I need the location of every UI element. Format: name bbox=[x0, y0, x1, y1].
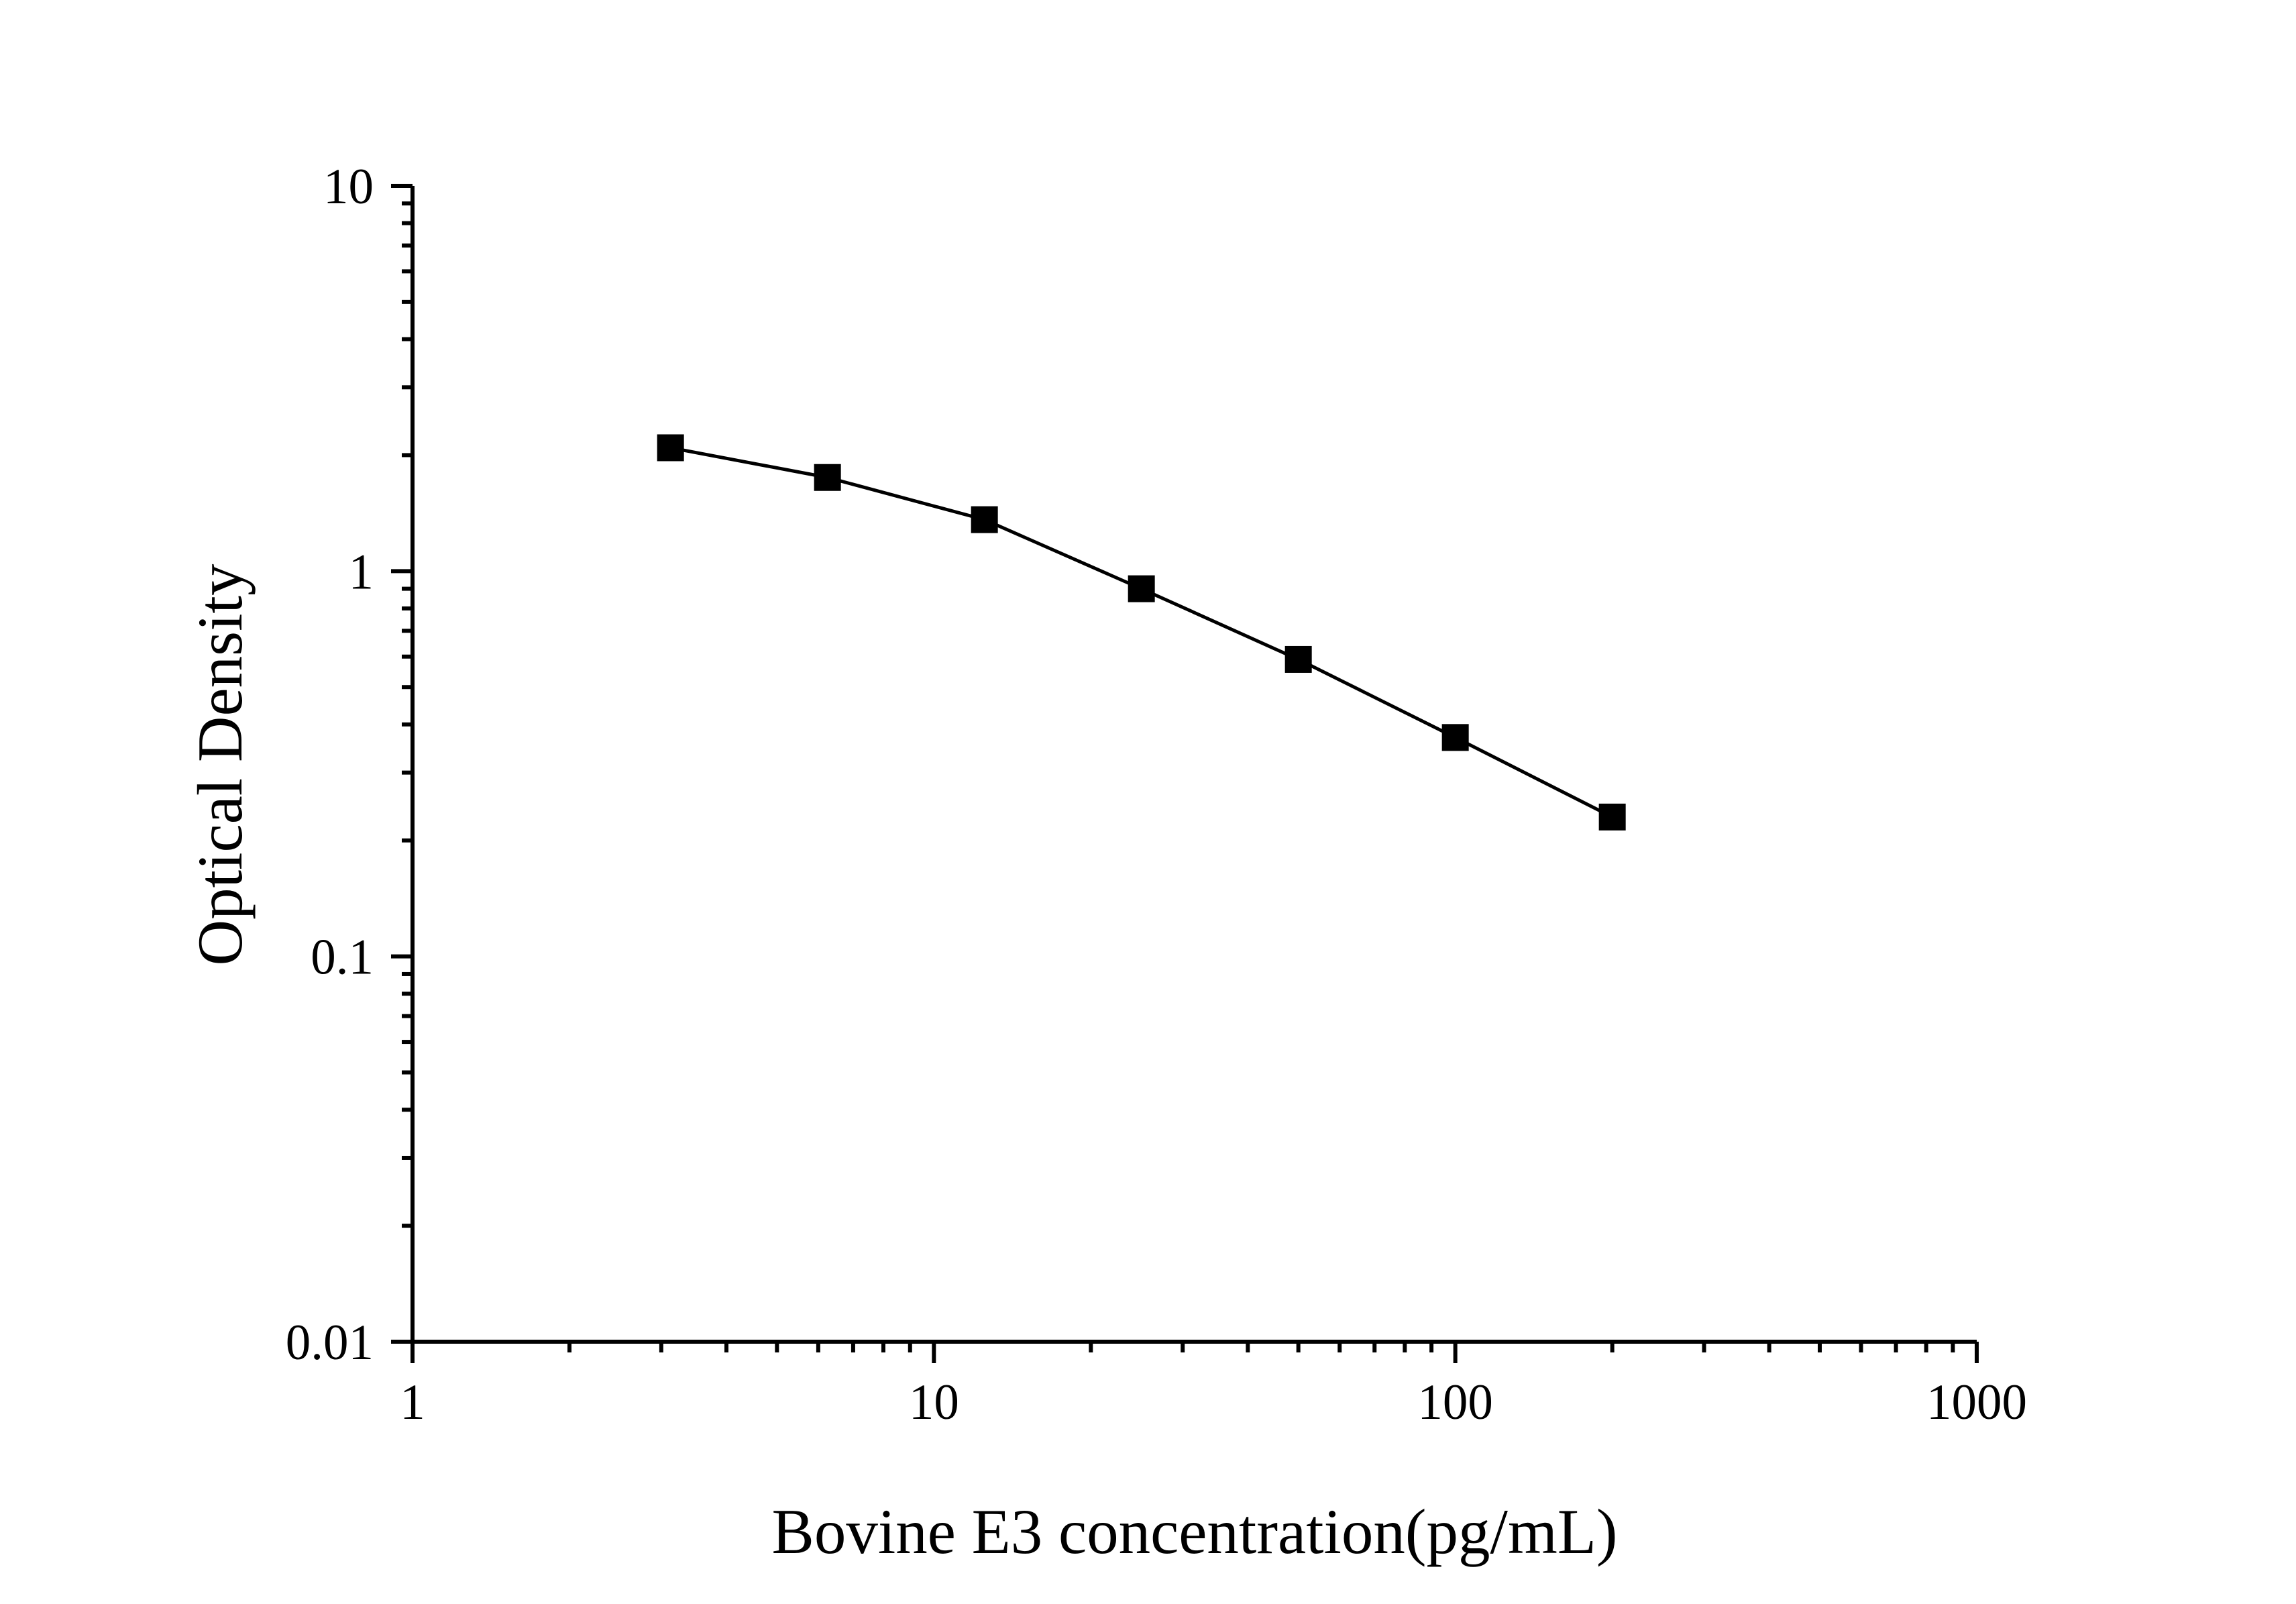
data-point-marker-50 bbox=[1284, 645, 1312, 673]
y-axis-title: Optical Density bbox=[184, 564, 256, 965]
data-point-marker-6.25 bbox=[814, 464, 841, 491]
data-point-marker-12.5 bbox=[971, 506, 998, 533]
y-tick-label-0.1: 0.1 bbox=[311, 930, 374, 985]
data-point-marker-25 bbox=[1128, 575, 1155, 602]
y-tick-label-1: 1 bbox=[349, 544, 374, 600]
x-tick-label-100: 100 bbox=[1417, 1375, 1493, 1430]
x-tick-label-1000: 1000 bbox=[1926, 1375, 2027, 1430]
series-line bbox=[670, 446, 1613, 819]
x-axis-title: Bovine E3 concentration(pg/mL) bbox=[771, 1496, 1617, 1567]
y-tick-label-0.01: 0.01 bbox=[286, 1315, 374, 1371]
axes: 1 10 100 1000 0.01 0.1 1 10 bbox=[286, 159, 2027, 1430]
data-point-marker-200 bbox=[1598, 803, 1626, 831]
data-point-marker-100 bbox=[1441, 724, 1469, 751]
x-tick-label-1: 1 bbox=[400, 1375, 425, 1430]
data-point-marker-3.125 bbox=[657, 434, 684, 462]
x-tick-label-10: 10 bbox=[909, 1375, 959, 1430]
data-series bbox=[657, 434, 1626, 831]
y-tick-label-10: 10 bbox=[323, 159, 374, 215]
